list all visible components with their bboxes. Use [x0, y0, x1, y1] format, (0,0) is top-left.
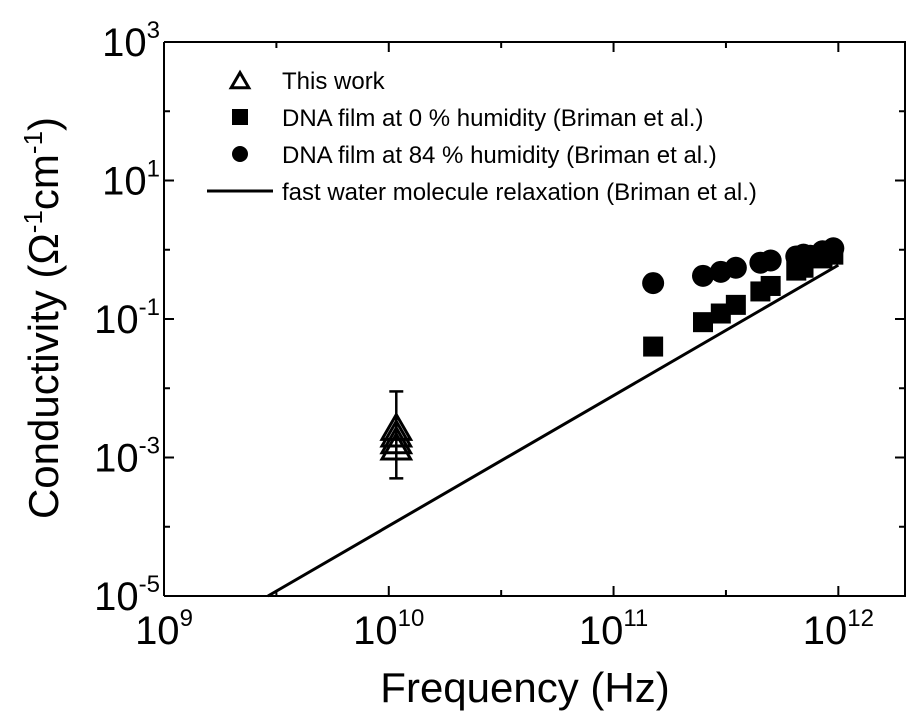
y-tick-label: 103	[102, 17, 160, 65]
data-point	[760, 275, 781, 296]
relaxation-line	[267, 263, 840, 598]
legend-label: This work	[282, 68, 386, 95]
legend-symbol	[228, 69, 252, 90]
axis-ticks: 109 1010 1011 1012 10-5 10-3 10-1 101 103	[94, 17, 905, 653]
data-point	[710, 303, 731, 324]
data-point	[642, 272, 665, 295]
series-2	[642, 237, 845, 295]
x-tick-label: 1012	[803, 605, 874, 653]
y-tick-label: 10-3	[94, 433, 160, 481]
data-point	[379, 411, 414, 441]
data-point	[725, 294, 746, 315]
legend-entry-1: DNA film at 0 % humidity (Briman et al.)	[232, 105, 703, 132]
x-tick-label: 109	[135, 605, 193, 653]
x-tick-label: 1011	[579, 605, 648, 653]
series-3	[267, 263, 840, 598]
data-point	[692, 264, 715, 287]
legend-symbol	[232, 109, 248, 125]
legend-label: fast water molecule relaxation (Briman e…	[282, 179, 757, 206]
y-tick-label: 10-1	[94, 294, 160, 342]
legend-symbol	[232, 146, 248, 162]
y-axis-title: Conductivity (Ω-1cm-1)	[18, 117, 67, 519]
legend-label: DNA film at 84 % humidity (Briman et al.…	[282, 142, 717, 169]
legend-entry-2: DNA film at 84 % humidity (Briman et al.…	[232, 142, 717, 169]
data-point	[759, 249, 782, 272]
legend: This work DNA film at 0 % humidity (Brima…	[207, 68, 757, 206]
data-point	[693, 312, 714, 333]
legend-entry-3: fast water molecule relaxation (Briman e…	[207, 179, 757, 206]
data-point	[379, 431, 414, 461]
y-tick-label: 101	[102, 156, 160, 204]
y-tick-label: 10-5	[94, 571, 160, 619]
x-tick-label: 1010	[353, 605, 424, 653]
data-point	[724, 256, 747, 279]
legend-entry-0: This work	[228, 68, 386, 95]
data-point	[379, 418, 414, 448]
series-layer	[267, 237, 845, 598]
series-0	[379, 390, 414, 480]
data-point	[822, 237, 845, 260]
data-point	[379, 425, 414, 455]
data-point	[643, 336, 664, 357]
x-axis-title: Frequency (Hz)	[380, 664, 669, 711]
legend-label: DNA film at 0 % humidity (Briman et al.)	[282, 105, 703, 132]
